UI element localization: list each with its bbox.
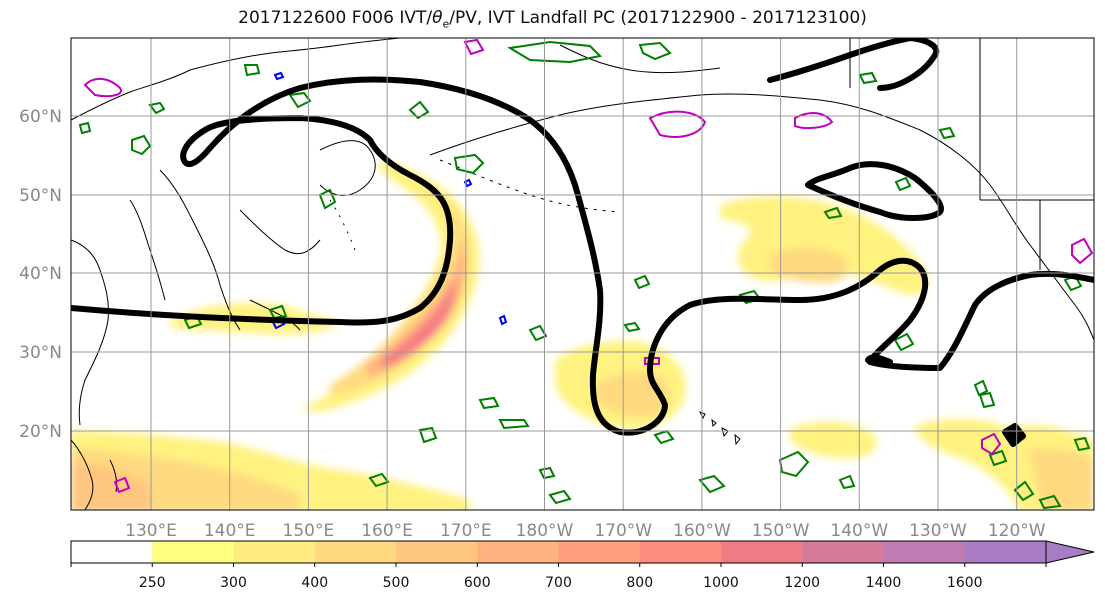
colorbar-swatch	[477, 541, 559, 563]
colorbar-label: 1000	[703, 575, 739, 591]
lon-tick-label: 160°W	[673, 521, 731, 541]
lon-tick-label: 130°E	[125, 521, 177, 541]
lon-tick-label: 180°W	[516, 521, 574, 541]
colorbar-label: 250	[139, 575, 166, 591]
lon-tick-label: 130°W	[909, 521, 967, 541]
colorbar-swatch	[721, 541, 803, 563]
lon-tick-label: 170°W	[594, 521, 652, 541]
lat-tick-label: 20°N	[19, 422, 62, 442]
colorbar-label: 1400	[866, 575, 902, 591]
plot-frame	[70, 37, 1095, 511]
colorbar-swatch	[71, 541, 153, 563]
colorbar-label: 600	[464, 575, 491, 591]
colorbar-label: 500	[383, 575, 410, 591]
lon-tick-label: 150°E	[283, 521, 335, 541]
lon-tick-label: 140°W	[830, 521, 888, 541]
colorbar-label: 300	[220, 575, 247, 591]
lon-tick-label: 120°W	[988, 521, 1046, 541]
colorbar: 250 300 400 500 600 700 800 1000 1200 1400 1600	[70, 540, 1095, 591]
lat-tick-label: 40°N	[19, 264, 62, 284]
colorbar-swatch	[152, 541, 234, 563]
colorbar-swatch	[233, 541, 316, 563]
colorbar-swatch	[883, 541, 966, 563]
colorbar-label: 1600	[947, 575, 983, 591]
latitude-labels: 20°N 30°N 40°N 50°N 60°N	[19, 107, 62, 442]
lat-tick-label: 50°N	[19, 186, 62, 206]
colorbar-swatch	[314, 541, 397, 563]
lon-tick-label: 150°W	[752, 521, 810, 541]
colorbar-swatch	[396, 541, 478, 563]
pv-contours	[83, 38, 1094, 494]
colorbar-label: 400	[301, 575, 328, 591]
colorbar-swatch	[639, 541, 722, 563]
lon-tick-label: 140°E	[204, 521, 256, 541]
gridlines	[71, 38, 1094, 510]
theta-e-contours	[78, 40, 1091, 510]
colorbar-label: 800	[626, 575, 653, 591]
lon-tick-label: 160°E	[361, 521, 413, 541]
lat-tick-label: 60°N	[19, 107, 62, 127]
lat-tick-label: 30°N	[19, 343, 62, 363]
colorbar-swatch	[558, 541, 641, 563]
colorbar-swatch	[964, 541, 1047, 563]
longitude-labels: 130°E 140°E 150°E 160°E 170°E 180°W 170°W 160°W…	[125, 521, 1046, 541]
colorbar-extend-arrow	[1045, 540, 1095, 564]
colorbar-label: 1200	[784, 575, 820, 591]
lon-tick-label: 170°E	[440, 521, 492, 541]
chart-title: 2017122600 F006 IVT/θe/PV, IVT Landfall …	[238, 8, 867, 31]
colorbar-label: 700	[545, 575, 572, 591]
pc-contour	[71, 38, 1094, 447]
colorbar-swatch	[802, 541, 884, 563]
